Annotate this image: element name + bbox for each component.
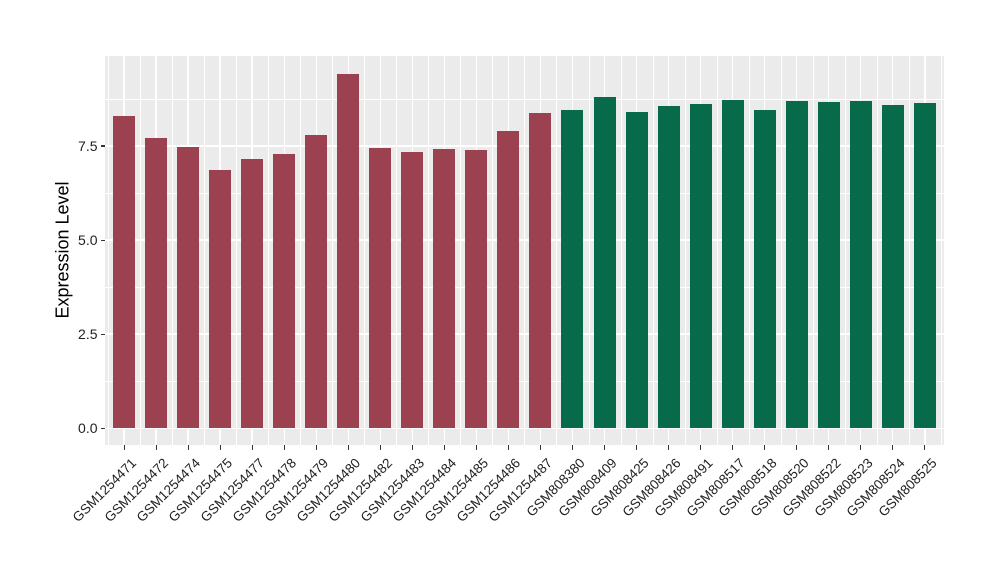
gridline-minor-vertical	[748, 56, 750, 445]
x-tick-mark	[699, 445, 702, 450]
x-tick-mark	[251, 445, 253, 450]
bar-GSM1254477	[241, 159, 264, 429]
gridline-minor-vertical	[204, 56, 206, 445]
gridline-minor-vertical	[652, 56, 654, 445]
bar-GSM808525	[913, 102, 936, 429]
x-tick-mark	[219, 445, 221, 450]
x-tick-mark	[860, 445, 862, 450]
x-tick-mark	[507, 445, 510, 450]
y-tick-label: 5.0	[78, 232, 98, 249]
bar-GSM1254482	[369, 147, 392, 429]
x-tick-mark	[123, 445, 125, 450]
x-tick-mark	[411, 445, 413, 450]
y-tick-label: 2.5	[78, 326, 98, 343]
x-tick-mark	[731, 445, 734, 450]
bar-GSM808426	[657, 105, 680, 429]
y-tick-mark	[100, 427, 105, 429]
x-tick-mark	[571, 445, 574, 450]
gridline-minor-vertical	[172, 56, 174, 445]
x-tick-mark	[443, 445, 445, 450]
x-tick-mark	[924, 445, 926, 450]
gridline-minor-vertical	[588, 56, 590, 445]
gridline-minor-vertical	[716, 56, 718, 445]
gridline-minor-vertical	[908, 56, 910, 445]
bar-GSM808517	[721, 100, 744, 429]
gridline-minor-vertical	[300, 56, 302, 445]
plot-panel	[105, 56, 944, 445]
gridline-minor-vertical	[332, 56, 334, 445]
bar-GSM1254475	[209, 170, 232, 429]
x-tick-mark	[603, 445, 606, 450]
bar-GSM808491	[689, 103, 712, 429]
gridline-minor-vertical	[492, 56, 494, 445]
y-axis-title: Expression Level	[52, 181, 73, 319]
bar-GSM808522	[817, 101, 840, 429]
gridline-minor-vertical	[844, 56, 846, 445]
bar-GSM808380	[561, 109, 584, 429]
bar-GSM1254472	[145, 138, 168, 429]
gridline-minor-vertical	[236, 56, 238, 445]
gridline-minor-vertical	[684, 56, 686, 445]
y-tick-mark	[100, 145, 105, 147]
bar-GSM1254484	[433, 149, 456, 429]
bar-GSM808524	[881, 104, 904, 429]
x-tick-mark	[315, 445, 317, 450]
gridline-minor-vertical	[268, 56, 270, 445]
gridline-minor-vertical	[940, 56, 942, 445]
bar-GSM808409	[593, 97, 616, 429]
y-tick-label: 0.0	[78, 420, 98, 437]
bar-GSM1254471	[113, 115, 136, 429]
gridline-minor-vertical	[556, 56, 558, 445]
x-tick-mark	[635, 445, 638, 450]
bar-GSM808425	[625, 112, 648, 429]
x-tick-mark	[379, 445, 381, 450]
y-tick-mark	[100, 239, 105, 241]
gridline-minor-vertical	[876, 56, 878, 445]
bar-GSM808518	[753, 109, 776, 429]
gridline-minor-vertical	[620, 56, 622, 445]
x-tick-mark	[475, 445, 478, 450]
x-tick-mark	[764, 445, 766, 450]
x-tick-mark	[187, 445, 189, 450]
x-tick-mark	[155, 445, 157, 450]
bar-GSM1254474	[177, 147, 200, 429]
x-tick-mark	[347, 445, 349, 450]
x-tick-mark	[892, 445, 894, 450]
gridline-minor-vertical	[460, 56, 462, 445]
x-tick-mark	[796, 445, 798, 450]
bar-GSM808523	[849, 101, 872, 429]
bar-GSM1254479	[305, 134, 328, 429]
bar-GSM808520	[785, 100, 808, 429]
gridline-minor-vertical	[428, 56, 430, 445]
bar-GSM1254483	[401, 151, 424, 429]
x-tick-mark	[539, 445, 542, 450]
bar-GSM1254486	[497, 130, 520, 429]
x-tick-mark	[283, 445, 285, 450]
bar-GSM1254478	[273, 154, 296, 429]
gridline-minor-vertical	[364, 56, 366, 445]
x-tick-mark	[667, 445, 670, 450]
gridline-minor-vertical	[140, 56, 142, 445]
y-tick-label: 7.5	[78, 138, 98, 155]
x-tick-mark	[828, 445, 830, 450]
gridline-minor-vertical	[812, 56, 814, 445]
bar-GSM1254487	[529, 112, 552, 429]
gridline-minor-vertical	[524, 56, 526, 445]
gridline-minor-vertical	[108, 56, 110, 445]
bar-GSM1254480	[337, 73, 360, 429]
bar-GSM1254485	[465, 149, 488, 429]
y-tick-mark	[100, 333, 105, 335]
gridline-minor-vertical	[780, 56, 782, 445]
gridline-minor-vertical	[396, 56, 398, 445]
